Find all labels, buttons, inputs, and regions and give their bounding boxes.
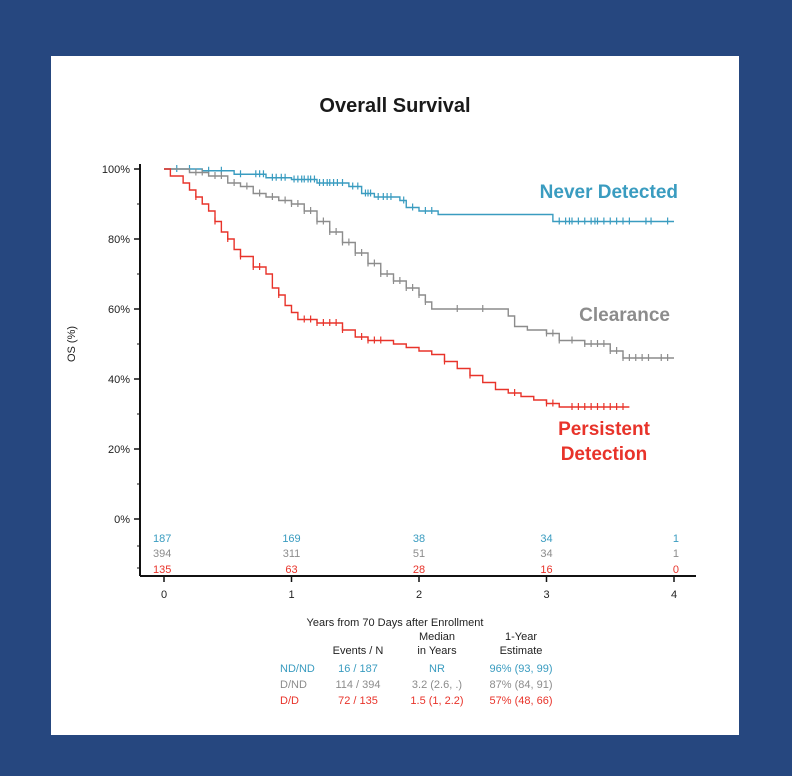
y-axis-label: OS (%) [66, 326, 78, 362]
risk-count-persistent_detection: 135 [153, 564, 171, 576]
risk-count-persistent_detection: 0 [673, 564, 679, 576]
curve-label-persistent_detection: Detection [561, 444, 648, 465]
summary-header: Events / N [333, 645, 384, 657]
x-tick-label: 3 [543, 589, 549, 601]
summary-group: D/D [280, 695, 299, 707]
summary-events: 72 / 135 [338, 695, 378, 707]
summary-header: in Years [417, 645, 457, 657]
risk-count-never_detected: 169 [282, 533, 300, 545]
summary-estimate: 87% (84, 91) [490, 679, 553, 691]
summary-estimate: 96% (93, 99) [490, 663, 553, 675]
chart-panel: Overall Survival 0% 20% 40% 60% 80% 100% 0 1 2 3 4 O… [51, 56, 739, 735]
x-axis-label: Years from 70 Days after Enrollment [307, 617, 484, 629]
summary-header: Estimate [500, 645, 543, 657]
survival-curve-never_detected [164, 168, 674, 223]
summary-median: 3.2 (2.6, .) [412, 679, 462, 691]
risk-count-clearance: 394 [153, 548, 171, 560]
x-tick-label: 1 [288, 589, 294, 601]
curve-label-persistent_detection: Persistent [558, 419, 651, 440]
risk-count-never_detected: 38 [413, 533, 425, 545]
summary-header: Median [419, 631, 455, 643]
risk-count-never_detected: 34 [540, 533, 552, 545]
summary-header: 1-Year [505, 631, 537, 643]
risk-count-never_detected: 187 [153, 533, 171, 545]
y-tick-label: 60% [108, 304, 130, 316]
summary-estimate: 57% (48, 66) [490, 695, 553, 707]
y-tick-label: 40% [108, 374, 130, 386]
y-tick-label: 20% [108, 444, 130, 456]
x-tick-label: 2 [416, 589, 422, 601]
x-tick-label: 0 [161, 589, 167, 601]
risk-count-never_detected: 1 [673, 533, 679, 545]
chart-title: Overall Survival [319, 95, 470, 117]
risk-count-persistent_detection: 63 [285, 564, 297, 576]
risk-count-persistent_detection: 16 [540, 564, 552, 576]
summary-median: NR [429, 663, 445, 675]
summary-events: 114 / 394 [335, 679, 380, 691]
risk-count-persistent_detection: 28 [413, 564, 425, 576]
y-tick-label: 0% [114, 514, 130, 526]
curve-label-clearance: Clearance [579, 305, 670, 326]
risk-count-clearance: 311 [283, 548, 301, 560]
y-tick-label: 100% [102, 164, 130, 176]
summary-group: ND/ND [280, 663, 315, 675]
summary-events: 16 / 187 [338, 663, 378, 675]
summary-median: 1.5 (1, 2.2) [410, 695, 463, 707]
curve-label-never_detected: Never Detected [540, 182, 678, 203]
risk-count-clearance: 34 [540, 548, 552, 560]
risk-count-clearance: 51 [413, 548, 425, 560]
survival-curve-persistent_detection [164, 168, 630, 408]
y-tick-label: 80% [108, 234, 130, 246]
summary-group: D/ND [280, 679, 307, 691]
x-tick-label: 4 [671, 589, 677, 601]
risk-count-clearance: 1 [673, 548, 679, 560]
